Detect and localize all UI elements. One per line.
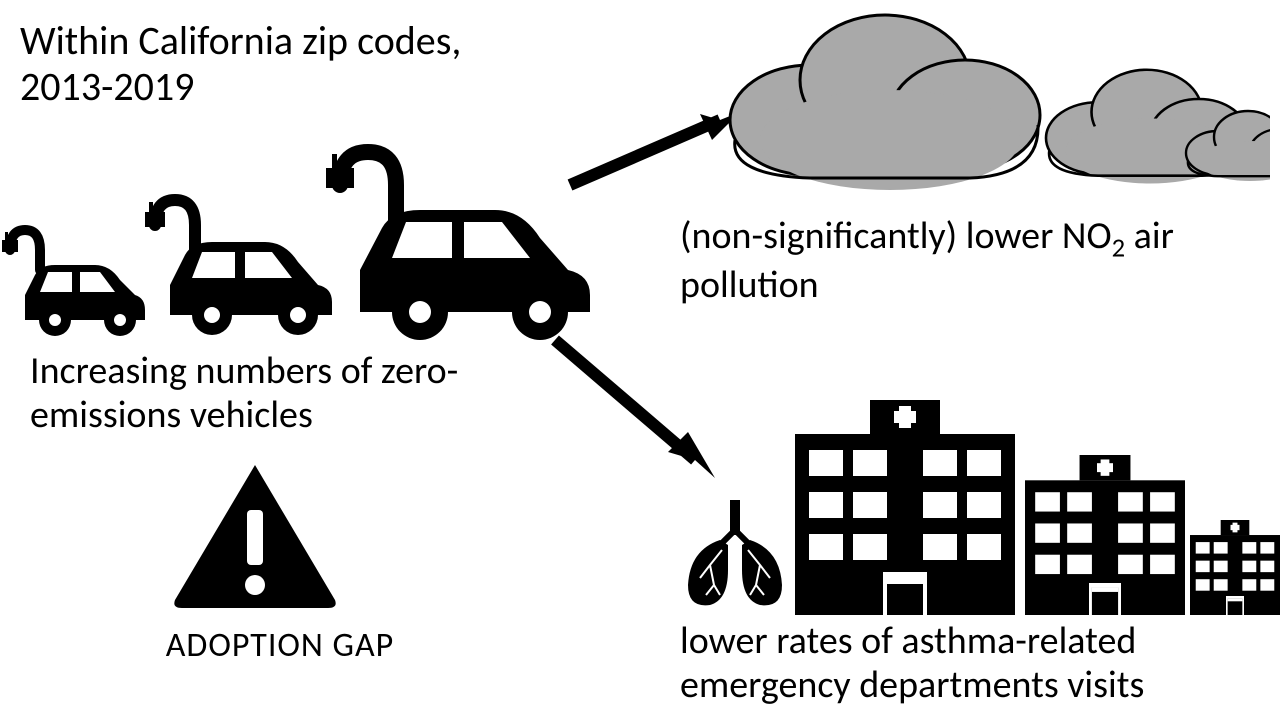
hospital-medium-icon xyxy=(1025,455,1185,615)
ev-car-medium-icon xyxy=(140,190,350,340)
clouds-icon xyxy=(690,0,1270,210)
ev-car-small-icon xyxy=(0,220,160,340)
asthma-caption: lower rates of asthma-related emergency … xyxy=(680,620,1280,707)
adoption-gap-label: ADOPTION GAP xyxy=(130,625,430,666)
title-text: Within California zip codes, 2013-2019 xyxy=(20,18,480,110)
pollution-text: (non-significantly) lower NO2 air pollut… xyxy=(680,213,1174,308)
lungs-icon xyxy=(680,500,790,610)
hospital-small-icon xyxy=(1190,520,1280,615)
warning-icon xyxy=(170,460,340,610)
car-row xyxy=(0,150,620,350)
zev-caption: Increasing numbers of zero-emissions veh… xyxy=(30,350,510,437)
hospital-large-icon xyxy=(795,400,1015,615)
pollution-caption: (non-significantly) lower NO2 air pollut… xyxy=(680,215,1240,308)
health-row xyxy=(680,400,1280,620)
